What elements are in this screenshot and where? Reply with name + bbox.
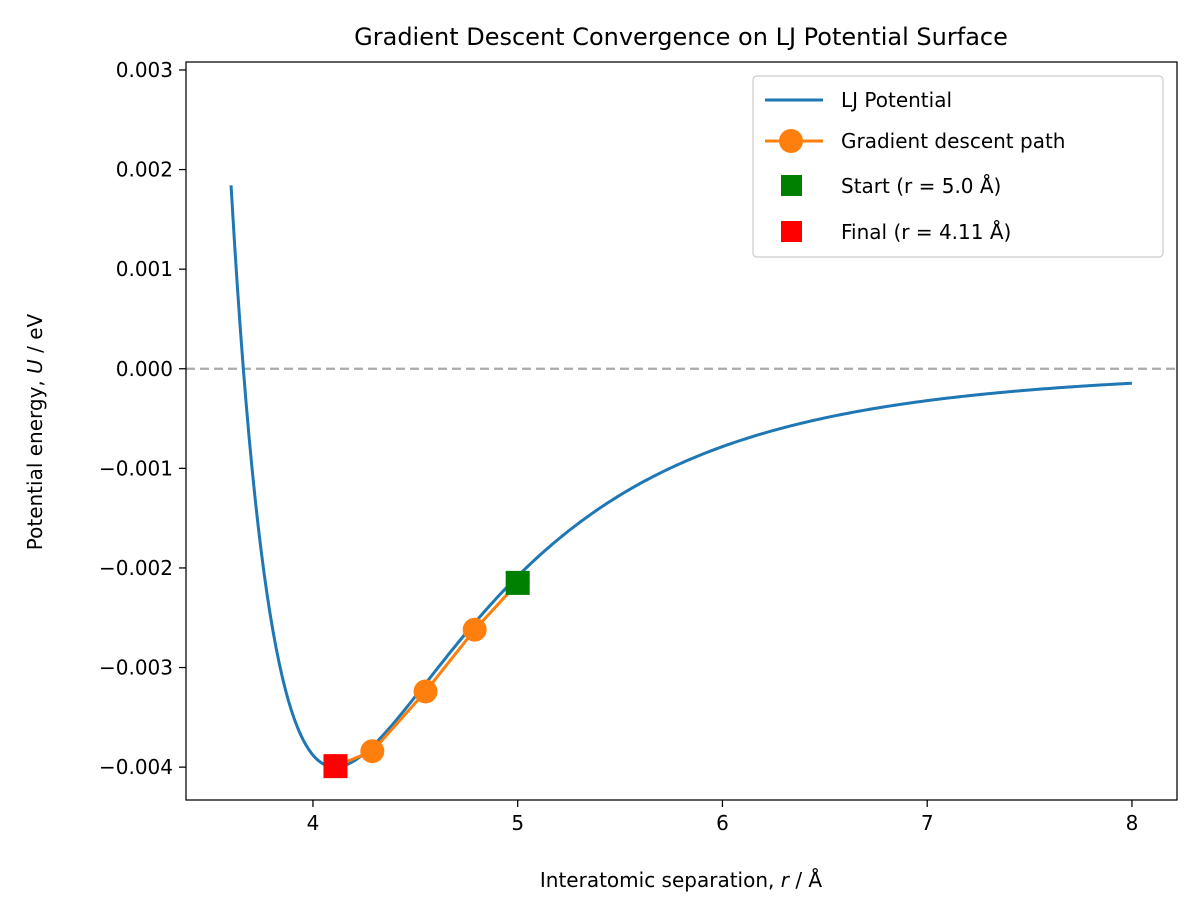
legend-entry-final: Final (r = 4.11 Å) [781, 220, 1011, 244]
x-tick-label: 6 [716, 811, 729, 835]
final-marker [323, 754, 348, 779]
legend: LJ Potential Gradient descent path Start… [752, 75, 1164, 258]
legend-marker-start [781, 175, 802, 196]
legend-marker-final [781, 221, 802, 242]
x-axis-label: Interatomic separation, r / Å [540, 868, 823, 892]
legend-label-final: Final (r = 4.11 Å) [841, 220, 1011, 244]
legend-marker-gradient-descent-path [779, 129, 803, 153]
x-axis-label-variable: r [781, 868, 791, 892]
legend-frame [752, 75, 1164, 258]
y-tick-label: 0.003 [116, 58, 173, 82]
y-axis-label-prefix: Potential energy, [23, 374, 47, 550]
lj-potential-curve [229, 185, 1133, 769]
x-tick-label: 4 [307, 811, 320, 835]
plot-area-frame [185, 61, 1178, 801]
x-axis-label-unit: / Å [789, 868, 822, 892]
x-axis: 4 5 6 7 8 [307, 800, 1139, 835]
chart-title: Gradient Descent Convergence on LJ Poten… [354, 23, 1008, 51]
y-axis-label: Potential energy, U / eV [23, 313, 47, 550]
gradient-descent-point [360, 739, 385, 764]
x-tick-label: 7 [921, 811, 934, 835]
y-tick-label: −0.004 [99, 755, 173, 779]
x-tick-label: 8 [1126, 811, 1139, 835]
y-axis-label-variable: U [23, 359, 47, 374]
legend-label-start: Start (r = 5.0 Å) [841, 174, 1001, 198]
gradient-descent-point [462, 617, 487, 642]
legend-label-lj-potential: LJ Potential [841, 88, 952, 112]
legend-entry-gradient-descent-path: Gradient descent path [765, 129, 1065, 153]
y-tick-label: 0.002 [116, 158, 173, 182]
y-tick-label: 0.000 [116, 357, 173, 381]
y-tick-label: −0.002 [99, 556, 173, 580]
legend-entry-start: Start (r = 5.0 Å) [781, 174, 1001, 198]
y-tick-label: −0.003 [99, 656, 173, 680]
x-tick-label: 5 [511, 811, 524, 835]
legend-label-gradient-descent-path: Gradient descent path [841, 129, 1065, 153]
start-marker [505, 570, 530, 595]
y-tick-label: 0.001 [116, 257, 173, 281]
y-axis-label-unit: / eV [23, 313, 47, 359]
plot-layer [229, 185, 1133, 779]
legend-entry-lj-potential: LJ Potential [765, 88, 952, 112]
y-tick-label: −0.001 [99, 456, 173, 480]
y-axis: −0.004 −0.003 −0.002 −0.001 0.000 0.001 0.002 0… [99, 58, 186, 779]
x-axis-label-prefix: Interatomic separation, [540, 868, 781, 892]
gradient-descent-point [413, 679, 438, 704]
